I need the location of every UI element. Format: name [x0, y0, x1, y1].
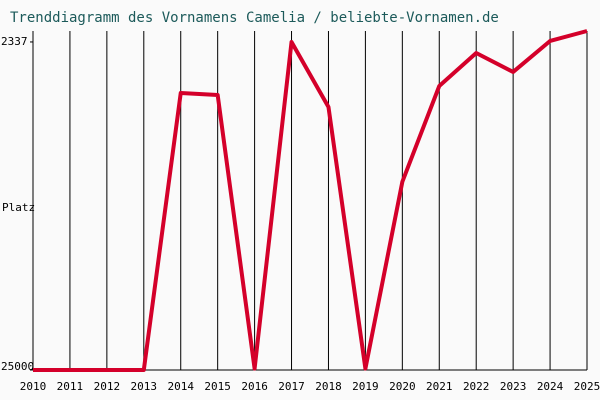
y-axis-label: Platz [2, 201, 35, 214]
chart-title: Trenddiagramm des Vornamens Camelia / be… [10, 10, 499, 26]
x-tick-label: 2024 [537, 380, 564, 393]
x-tick-label: 2014 [167, 380, 194, 393]
y-tick-label: 2337 [1, 35, 28, 48]
x-tick-label: 2020 [389, 380, 416, 393]
x-tick-label: 2021 [426, 380, 453, 393]
data-line [33, 29, 588, 372]
x-tick-label: 2013 [131, 380, 158, 393]
x-tick-label: 2011 [57, 380, 84, 393]
y-tick-label: 25000 [1, 360, 34, 373]
x-tick-label: 2016 [241, 380, 268, 393]
x-tick-label: 2015 [204, 380, 231, 393]
x-tick-label: 2017 [278, 380, 305, 393]
x-tick-label: 2018 [315, 380, 342, 393]
x-tick-label: 2010 [20, 380, 47, 393]
x-tick-label: 2019 [352, 380, 379, 393]
x-tick-label: 2012 [94, 380, 121, 393]
x-tick-label: 2022 [463, 380, 490, 393]
x-tick-label: 2025 [574, 380, 600, 393]
x-tick-label: 2023 [500, 380, 527, 393]
